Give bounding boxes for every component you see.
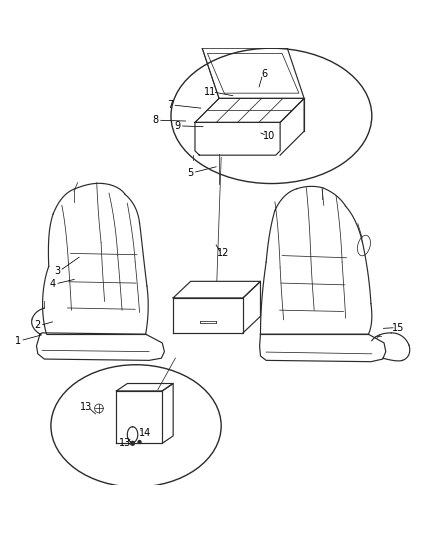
Text: 8: 8 [152, 115, 159, 125]
Text: 9: 9 [174, 121, 180, 131]
Text: 12: 12 [217, 248, 230, 259]
Circle shape [130, 441, 135, 446]
Text: 1: 1 [15, 336, 21, 346]
Text: 2: 2 [35, 320, 41, 330]
Text: 13: 13 [80, 402, 92, 412]
Text: 5: 5 [187, 168, 194, 177]
Text: 3: 3 [54, 266, 60, 276]
Text: 7: 7 [167, 100, 173, 110]
Text: 10: 10 [263, 131, 276, 141]
Text: 4: 4 [50, 279, 56, 289]
Text: 13: 13 [119, 438, 131, 448]
Text: 15: 15 [392, 322, 404, 333]
Text: 11: 11 [204, 87, 216, 97]
Circle shape [138, 440, 142, 444]
Text: 6: 6 [262, 69, 268, 79]
Text: 14: 14 [139, 429, 151, 438]
